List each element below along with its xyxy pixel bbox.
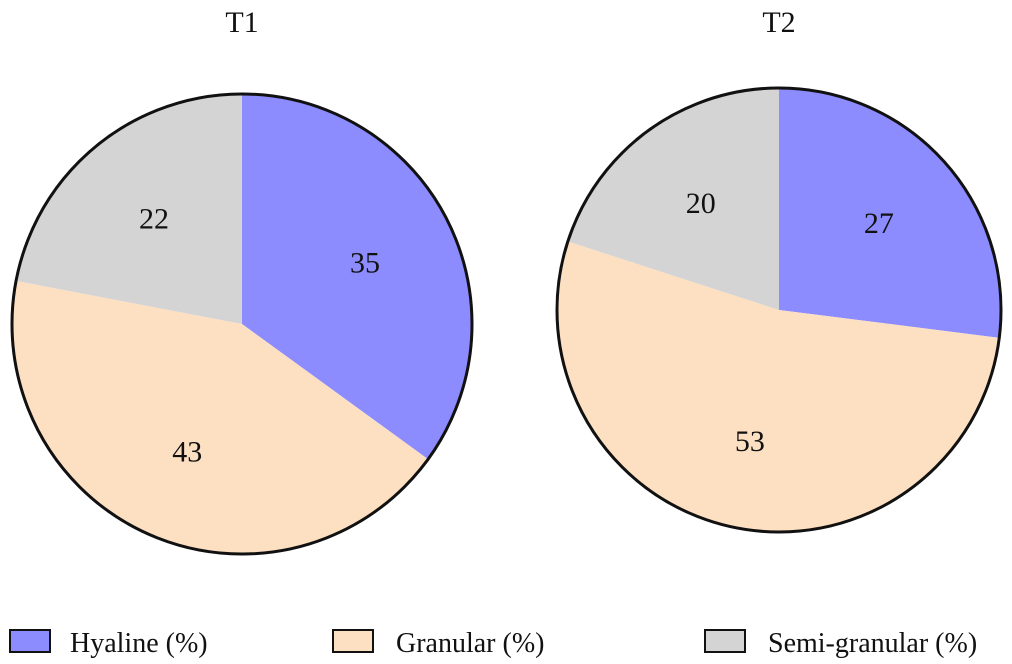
legend-item-hyaline: Hyaline (%) xyxy=(9,628,208,659)
data-label-t1-semi-granular: 22 xyxy=(139,203,169,236)
pie-slice-t1-granular xyxy=(11,280,429,554)
pie-slice-t1-hyaline xyxy=(242,94,472,460)
data-label-t1-granular: 43 xyxy=(172,436,202,469)
pie-slice-t1-semi-granular xyxy=(16,94,242,324)
data-label-t2-semi-granular: 20 xyxy=(686,187,716,220)
pie-slice-t2-hyaline xyxy=(779,88,1002,338)
chart-title-t2: T2 xyxy=(762,6,795,39)
legend: Hyaline (%) Granular (%) Semi-granular (… xyxy=(9,628,977,659)
legend-swatch-semi-granular xyxy=(704,629,746,653)
pie-slice-t2-granular xyxy=(556,241,1000,533)
data-label-t1-hyaline: 35 xyxy=(350,246,380,279)
data-label-t2-granular: 53 xyxy=(735,425,765,458)
pie-slice-t2-semi-granular xyxy=(567,88,779,310)
pie-outline-t2 xyxy=(555,86,1003,534)
chart-title-t1: T1 xyxy=(225,6,258,39)
legend-label-granular: Granular (%) xyxy=(396,628,544,659)
pie-chart-t2: T2 27 53 20 xyxy=(555,6,1003,534)
legend-swatch-granular xyxy=(332,629,374,653)
pie-chart-t1: T1 35 43 22 xyxy=(10,6,474,556)
pie-outline-t1 xyxy=(10,92,474,556)
legend-label-hyaline: Hyaline (%) xyxy=(70,628,208,659)
data-label-t2-hyaline: 27 xyxy=(864,207,894,240)
legend-item-granular: Granular (%) xyxy=(332,628,544,659)
legend-label-semi-granular: Semi-granular (%) xyxy=(768,628,977,659)
legend-item-semi-granular: Semi-granular (%) xyxy=(704,628,977,659)
legend-swatch-hyaline xyxy=(9,629,51,653)
